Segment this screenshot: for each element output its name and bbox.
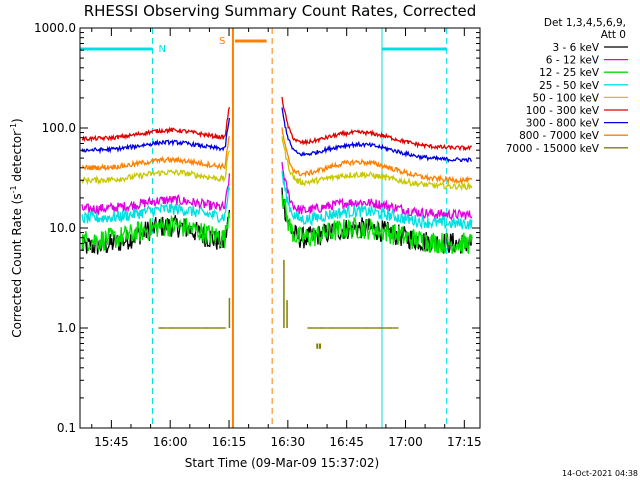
series-line xyxy=(281,107,473,164)
legend-label: 7000 - 15000 keV xyxy=(506,143,600,155)
series-line xyxy=(81,150,230,186)
series-line xyxy=(281,136,473,192)
y-tick-label: 1.0 xyxy=(57,321,76,335)
legend-label: 300 - 800 keV xyxy=(526,118,600,130)
series-line xyxy=(281,194,473,254)
x-tick-label: 15:45 xyxy=(94,435,129,449)
chart-title: RHESSI Observing Summary Count Rates, Co… xyxy=(84,2,477,20)
series-line xyxy=(81,209,231,255)
legend-label: 12 - 25 keV xyxy=(539,67,600,79)
x-tick-label: 16:00 xyxy=(153,435,188,449)
x-tick-label: 16:45 xyxy=(329,435,364,449)
legend-label: 3 - 6 keV xyxy=(552,42,599,54)
legend-header-line1: Det 1,3,4,5,6,9, xyxy=(544,17,626,29)
series-line xyxy=(281,127,473,185)
y-label-end: ) xyxy=(10,118,24,123)
y-tick-label: 0.1 xyxy=(57,421,76,435)
x-axis-ticks: 15:45 16:00 16:15 16:30 16:45 17:00 17:15 xyxy=(91,28,482,449)
y-label-sup1: -1 xyxy=(9,185,18,193)
y-tick-label: 100.0 xyxy=(42,121,76,135)
timestamp: 14-Oct-2021 04:38 xyxy=(562,469,638,478)
series-line xyxy=(81,106,231,143)
series-line xyxy=(81,212,231,252)
y-tick-label: 1000.0 xyxy=(34,21,76,35)
legend-label: 100 - 300 keV xyxy=(526,105,600,117)
x-axis-label: Start Time (09-Mar-09 15:37:02) xyxy=(185,456,379,470)
legend-label: 50 - 100 keV xyxy=(532,92,599,104)
plot-marks: NS xyxy=(79,28,473,428)
x-tick-label: 16:15 xyxy=(212,435,247,449)
y-axis-label: Corrected Count Rate (s-1 detector-1) xyxy=(9,118,24,337)
series-line xyxy=(81,117,231,155)
series-line xyxy=(81,173,231,216)
x-tick-label: 17:15 xyxy=(447,435,482,449)
x-tick-label: 17:00 xyxy=(388,435,423,449)
saa-label: S xyxy=(219,36,225,47)
series-line xyxy=(281,162,473,221)
series-line xyxy=(81,136,231,172)
y-label-main: Corrected Count Rate (s xyxy=(10,193,24,337)
legend-label: 25 - 50 keV xyxy=(539,80,600,92)
legend-label: 800 - 7000 keV xyxy=(519,130,600,142)
series-line xyxy=(281,170,473,230)
y-label-sup2: -1 xyxy=(9,123,18,131)
series-line xyxy=(281,96,472,152)
legend-label: 6 - 12 keV xyxy=(546,55,600,67)
night-label: N xyxy=(159,44,166,55)
y-axis-ticks: 0.1 1.0 10.0 100.0 1000.0 xyxy=(34,21,480,435)
series-line xyxy=(81,186,231,224)
legend-header-line2: Att 0 xyxy=(601,29,626,41)
y-label-mid: detector xyxy=(10,131,24,186)
y-tick-label: 10.0 xyxy=(49,221,76,235)
x-tick-label: 16:30 xyxy=(271,435,306,449)
